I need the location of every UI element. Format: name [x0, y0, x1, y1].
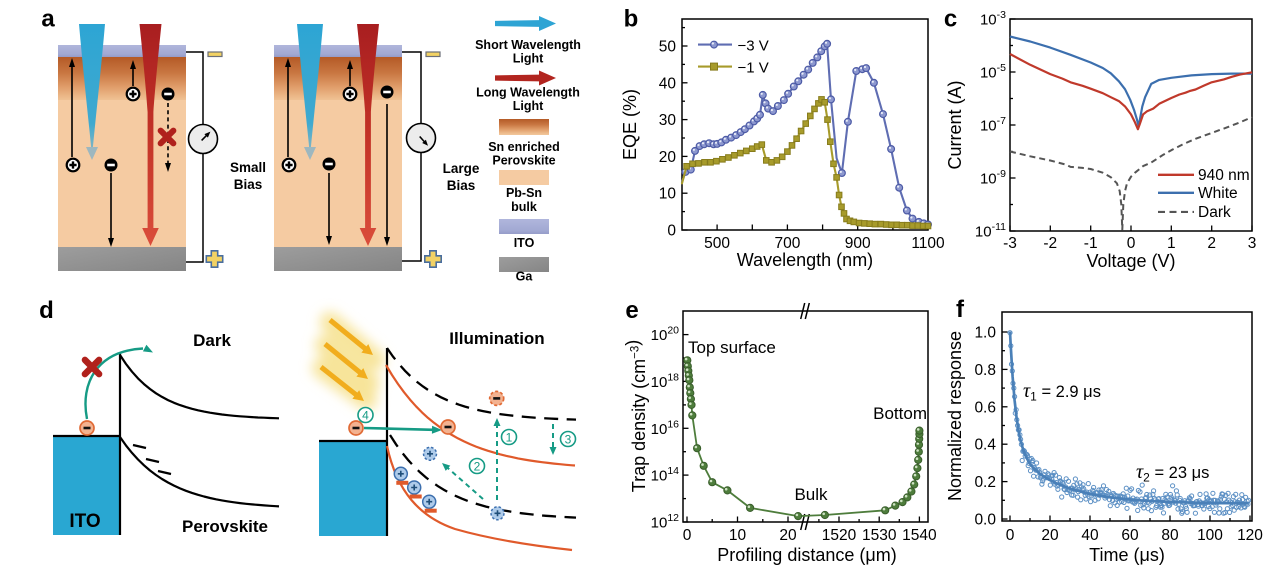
svg-text:40: 40	[1081, 527, 1099, 544]
svg-text:Short Wavelength: Short Wavelength	[475, 38, 581, 52]
svg-text:1520: 1520	[822, 527, 857, 544]
svg-text:Long Wavelength: Long Wavelength	[476, 86, 580, 100]
svg-text:3: 3	[1248, 235, 1257, 252]
svg-text:Sn enriched: Sn enriched	[488, 140, 560, 154]
svg-text:Pb-Sn: Pb-Sn	[506, 186, 542, 200]
svg-text:0.8: 0.8	[974, 362, 996, 379]
svg-text:0: 0	[667, 223, 676, 240]
svg-text:Wavelength (nm): Wavelength (nm)	[737, 250, 873, 270]
svg-text:Light: Light	[513, 52, 544, 66]
svg-text:Time (μs): Time (μs)	[1089, 545, 1165, 565]
svg-text:0.4: 0.4	[974, 437, 996, 454]
svg-text:Small: Small	[230, 160, 266, 175]
svg-text:120: 120	[1237, 527, 1263, 544]
svg-text:0: 0	[1006, 527, 1015, 544]
svg-text:Large: Large	[443, 161, 480, 176]
svg-text:0.0: 0.0	[974, 512, 996, 529]
svg-text:e: e	[625, 297, 638, 324]
svg-text:d: d	[39, 297, 54, 324]
svg-text:f: f	[956, 296, 965, 323]
svg-text:Dark: Dark	[1198, 204, 1231, 221]
svg-text:0.2: 0.2	[974, 474, 996, 491]
svg-text:Dark: Dark	[193, 331, 231, 350]
svg-text:White: White	[1198, 185, 1238, 202]
svg-text:Profiling distance (μm): Profiling distance (μm)	[717, 545, 896, 565]
svg-text:Current (A): Current (A)	[945, 80, 965, 169]
svg-text:bulk: bulk	[511, 200, 537, 214]
svg-text:1: 1	[506, 430, 513, 444]
svg-text:2: 2	[474, 459, 481, 473]
svg-text:20: 20	[779, 527, 797, 544]
svg-text:10: 10	[659, 186, 677, 203]
svg-text:940 nm: 940 nm	[1198, 167, 1250, 184]
svg-text:Voltage (V): Voltage (V)	[1086, 251, 1175, 271]
svg-text:30: 30	[659, 112, 677, 129]
svg-text:-2: -2	[1043, 235, 1057, 252]
svg-text:EQE (%): EQE (%)	[620, 89, 640, 160]
svg-text:60: 60	[1121, 527, 1139, 544]
svg-text:50: 50	[659, 39, 677, 56]
svg-text:Bulk: Bulk	[794, 485, 828, 504]
svg-text:Top surface: Top surface	[688, 338, 776, 357]
svg-text:ITO: ITO	[69, 511, 100, 532]
svg-text:100: 100	[1197, 527, 1223, 544]
svg-text:2: 2	[1207, 235, 1216, 252]
svg-text:80: 80	[1161, 527, 1179, 544]
svg-text:40: 40	[659, 75, 677, 92]
svg-text:0.6: 0.6	[974, 399, 996, 416]
svg-text:Bias: Bias	[447, 178, 476, 193]
svg-text:Perovskite: Perovskite	[182, 517, 268, 536]
svg-text:τ2 = 23 μs: τ2 = 23 μs	[1136, 461, 1209, 485]
svg-text:900: 900	[845, 235, 871, 252]
svg-text:Light: Light	[513, 99, 544, 113]
svg-text:ITO: ITO	[514, 236, 535, 250]
svg-text:3: 3	[565, 432, 572, 446]
svg-text:Illumination: Illumination	[449, 329, 544, 348]
svg-text:20: 20	[1041, 527, 1059, 544]
svg-text:20: 20	[659, 149, 677, 166]
svg-text:1540: 1540	[902, 527, 937, 544]
svg-text:0: 0	[683, 527, 692, 544]
svg-text:c: c	[944, 6, 957, 33]
svg-text:Bias: Bias	[234, 177, 263, 192]
svg-text:a: a	[41, 6, 55, 33]
svg-text:τ1 = 2.9 μs: τ1 = 2.9 μs	[1023, 380, 1101, 404]
svg-text:Perovskite: Perovskite	[492, 154, 555, 168]
svg-text:-3: -3	[1003, 235, 1017, 252]
svg-text:-1: -1	[1084, 235, 1098, 252]
svg-text:4: 4	[362, 408, 369, 422]
svg-text:b: b	[624, 6, 639, 33]
svg-text:10: 10	[729, 527, 747, 544]
svg-text:1.0: 1.0	[974, 325, 996, 342]
svg-text:500: 500	[704, 235, 730, 252]
svg-text:1100: 1100	[911, 235, 945, 252]
svg-text:700: 700	[774, 235, 800, 252]
svg-text:−3 V: −3 V	[738, 38, 769, 55]
svg-text:1530: 1530	[862, 527, 897, 544]
svg-text:Normalized response: Normalized response	[945, 331, 965, 501]
svg-text:1: 1	[1167, 235, 1176, 252]
svg-text:Ga: Ga	[516, 270, 534, 284]
svg-text:−1 V: −1 V	[738, 60, 769, 77]
svg-text:Bottom: Bottom	[873, 404, 927, 423]
svg-text:0: 0	[1127, 235, 1136, 252]
